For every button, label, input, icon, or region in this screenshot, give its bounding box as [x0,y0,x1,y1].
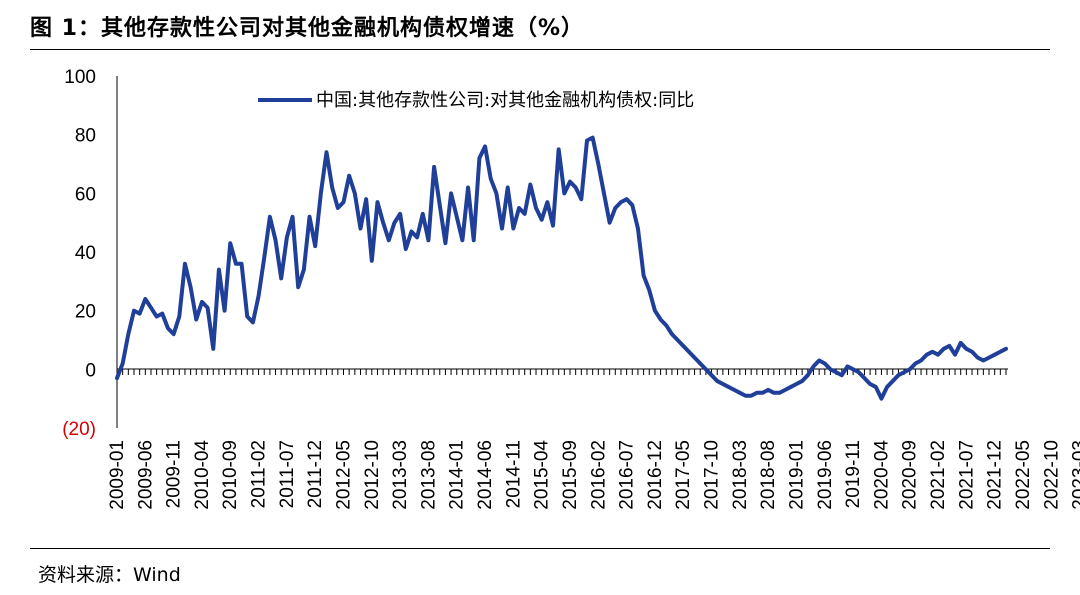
x-tick-label: 2022-10 [1041,440,1062,510]
series-line [115,135,1008,401]
x-tick-label: 2009-11 [164,440,185,508]
x-tick-label: 2009-06 [135,440,156,510]
x-tick-label: 2014-11 [503,440,524,508]
y-tick-label: (20) [62,419,96,440]
x-tick-label: 2018-08 [758,440,779,510]
x-tick-label: 2016-02 [588,440,609,510]
x-tick-label: 2015-04 [532,440,553,510]
title-divider [30,49,1050,50]
x-tick-label: 2019-01 [786,440,807,510]
y-tick-label: 80 [75,126,96,147]
x-tick-label: 2020-09 [900,440,921,510]
x-tick-label: 2019-11 [843,440,864,508]
x-tick-marks [116,369,1007,375]
x-tick-label: 2015-09 [560,440,581,510]
legend-label: 中国:其他存款性公司:对其他金融机构债权:同比 [316,90,694,111]
x-tick-label: 2010-04 [192,440,213,510]
x-tick-label: 2017-10 [702,440,723,510]
x-tick-label: 2021-02 [928,440,949,510]
x-tick-label: 2018-03 [730,440,751,510]
x-tick-label: 2023-03 [1070,440,1080,510]
x-tick-label: 2016-12 [645,440,666,510]
y-tick-label: 60 [75,184,96,205]
x-tick-label: 2021-12 [985,440,1006,510]
x-tick-label: 2021-07 [956,440,977,510]
x-tick-label: 2011-02 [249,440,270,508]
y-tick-label: 0 [85,360,96,381]
x-tick-label: 2011-12 [305,440,326,508]
x-tick-label: 2020-04 [871,440,892,510]
y-tick-label: 20 [75,302,96,323]
x-tick-label: 2019-06 [815,440,836,510]
y-tick-label: 40 [75,243,96,264]
x-tick-label: 2011-07 [277,440,298,508]
x-tick-label: 2022-05 [1013,440,1034,510]
x-tick-label: 2014-06 [475,440,496,510]
y-tick-labels: 100 80 60 40 20 0 (20) [62,67,96,440]
x-tick-label: 2010-09 [220,440,241,510]
x-tick-label: 2013-08 [418,440,439,510]
figure-title: 图 1：其他存款性公司对其他金融机构债权增速（%） [30,16,585,41]
y-tick-label: 100 [64,67,96,88]
source-note: 资料来源：Wind [38,564,181,586]
x-tick-label: 2016-07 [617,440,638,510]
x-tick-label: 2012-10 [362,440,383,510]
x-tick-label: 2009-01 [107,440,128,510]
x-tick-label: 2012-05 [333,440,354,510]
x-tick-label: 2013-03 [390,440,411,510]
legend: 中国:其他存款性公司:对其他金融机构债权:同比 [258,90,694,111]
x-tick-label: 2014-01 [447,440,468,510]
x-tick-labels: 2009-01 2009-06 2009-11 2010-04 2010-09 2011-… [107,440,1080,510]
x-tick-label: 2017-05 [673,440,694,510]
source-divider [30,548,1050,549]
